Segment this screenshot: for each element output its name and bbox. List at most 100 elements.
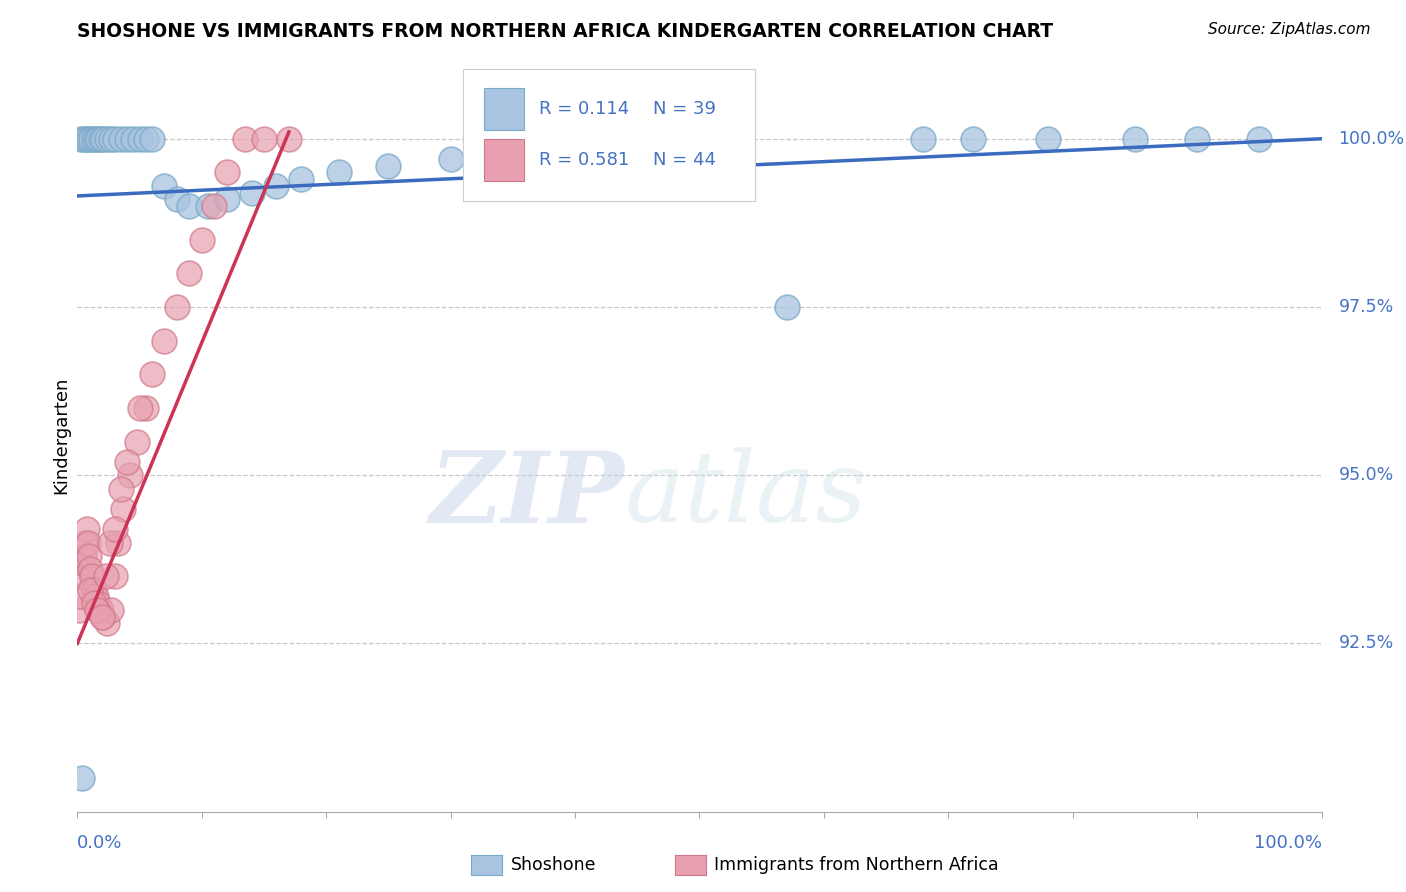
Point [87,596,110,610]
Point [70,132,93,146]
Point [166,300,188,314]
Text: R = 0.581: R = 0.581 [538,151,630,169]
Point [1187,132,1209,146]
Point [90,603,112,617]
Point [75,535,97,549]
Text: Source: ZipAtlas.com: Source: ZipAtlas.com [1208,22,1371,37]
Point [86,603,108,617]
Text: 97.5%: 97.5% [1339,298,1393,316]
Point [104,132,127,146]
Point [179,266,201,280]
Point [83,596,105,610]
Point [96,616,118,631]
Point [77,132,100,146]
Text: N = 39: N = 39 [654,100,717,118]
Point [72,771,94,785]
Point [153,334,176,348]
Point [104,522,127,536]
Point [70,569,93,583]
Text: atlas: atlas [624,448,868,543]
Point [277,132,299,146]
FancyBboxPatch shape [463,70,755,202]
Point [98,535,121,549]
Point [141,368,163,382]
Point [197,199,219,213]
Point [141,132,163,146]
Point [128,401,150,415]
Point [77,549,100,563]
Point [215,165,238,179]
Point [110,132,132,146]
Point [91,609,114,624]
Point [104,569,127,583]
Point [93,132,115,146]
Text: N = 44: N = 44 [654,151,717,169]
Point [79,562,101,576]
Point [122,132,145,146]
Point [135,132,157,146]
Point [912,132,935,146]
Y-axis label: Kindergarten: Kindergarten [52,376,70,493]
Point [240,186,263,200]
Point [96,132,118,146]
Point [77,535,100,549]
Point [84,590,107,604]
Point [233,132,256,146]
Point [153,178,176,193]
Text: 0.0%: 0.0% [77,834,122,852]
Text: SHOSHONE VS IMMIGRANTS FROM NORTHERN AFRICA KINDERGARTEN CORRELATION CHART: SHOSHONE VS IMMIGRANTS FROM NORTHERN AFR… [77,22,1053,41]
Point [115,455,138,469]
Point [1123,132,1146,146]
Point [80,132,103,146]
Text: ZIP: ZIP [430,447,624,543]
Point [328,165,350,179]
Point [84,132,107,146]
Point [83,582,105,597]
Point [112,501,135,516]
Point [76,522,98,536]
Point [215,192,238,206]
Text: Immigrants from Northern Africa: Immigrants from Northern Africa [714,856,998,874]
Point [115,132,138,146]
Point [191,233,214,247]
Point [266,178,288,193]
Bar [484,88,524,129]
Point [202,199,225,213]
Point [83,132,105,146]
Point [82,569,104,583]
Point [93,609,115,624]
Point [100,603,122,617]
Point [73,549,96,563]
Point [79,582,101,597]
Point [128,132,150,146]
Point [439,152,461,166]
Point [118,468,141,483]
Text: 100.0%: 100.0% [1254,834,1322,852]
Text: R = 0.114: R = 0.114 [538,100,630,118]
Point [100,132,122,146]
Point [775,300,797,314]
Point [75,132,97,146]
Text: 95.0%: 95.0% [1339,467,1393,484]
Point [290,172,312,186]
Point [90,132,112,146]
Text: Shoshone: Shoshone [510,856,596,874]
Point [135,401,157,415]
Point [253,132,276,146]
Point [515,145,537,160]
Point [72,556,94,570]
Point [107,535,129,549]
Point [1036,132,1059,146]
Point [1249,132,1271,146]
Bar [484,139,524,181]
Point [110,482,132,496]
Point [67,603,90,617]
Text: 92.5%: 92.5% [1339,634,1393,652]
Point [94,569,117,583]
Point [69,590,91,604]
Point [179,199,201,213]
Point [166,192,188,206]
Point [87,132,110,146]
Point [125,434,148,449]
Point [962,132,984,146]
